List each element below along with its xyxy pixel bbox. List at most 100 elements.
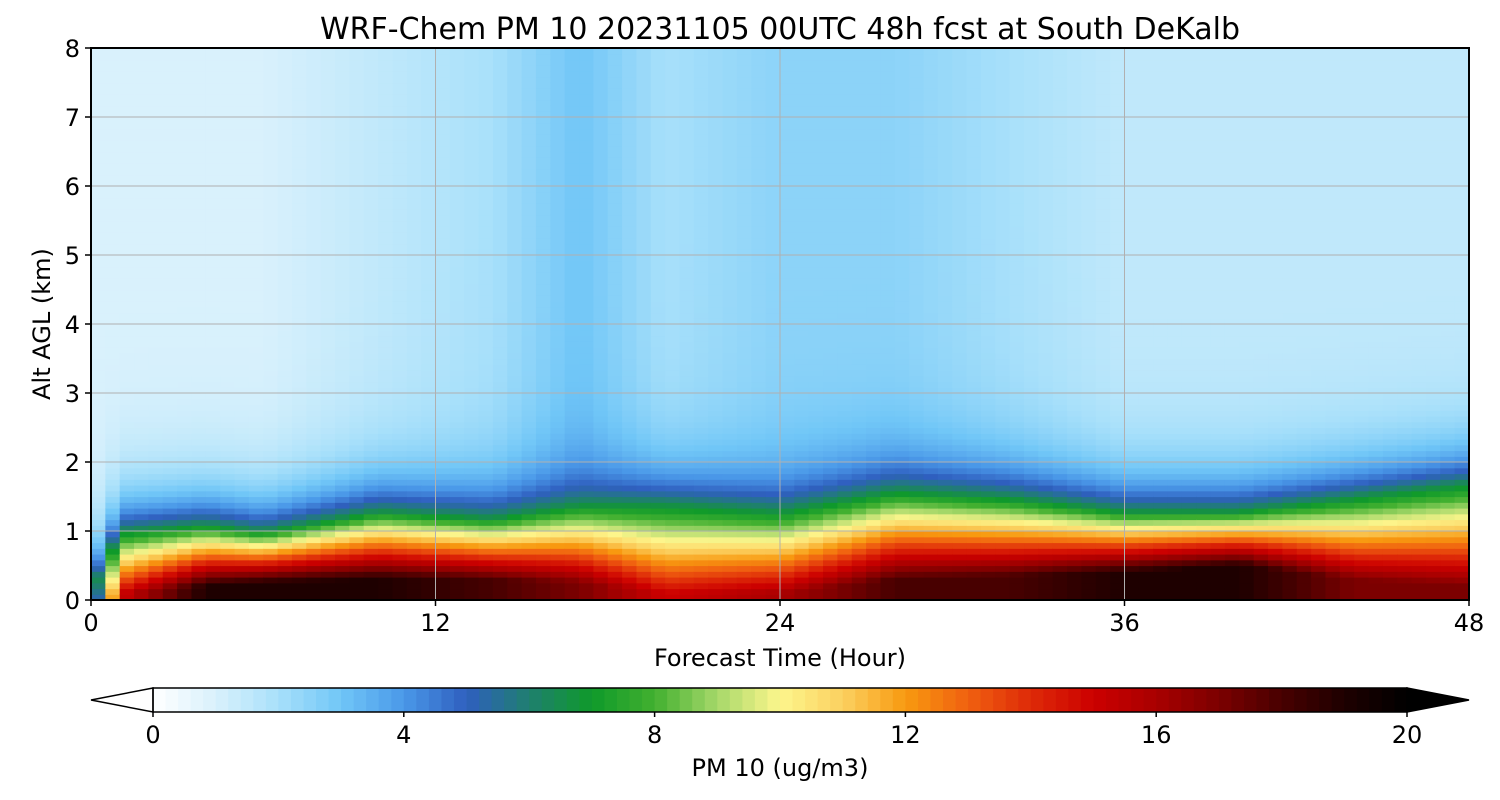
heatmap-cell: [335, 324, 350, 331]
heatmap-cell: [636, 542, 652, 549]
heatmap-cell: [693, 577, 709, 584]
heatmap-cell: [679, 186, 695, 193]
heatmap-cell: [449, 197, 465, 204]
heatmap-cell: [665, 301, 681, 308]
heatmap-cell: [449, 214, 465, 222]
heatmap-cell: [234, 289, 250, 296]
heatmap-cell: [320, 220, 336, 227]
heatmap-cell: [191, 416, 207, 423]
heatmap-cell: [320, 191, 336, 199]
heatmap-cell: [378, 283, 394, 291]
heatmap-cell: [823, 387, 839, 394]
heatmap-cell: [234, 398, 250, 406]
heatmap-cell: [579, 53, 594, 61]
heatmap-cell: [636, 312, 652, 319]
heatmap-cell: [291, 266, 307, 273]
heatmap-cell: [263, 398, 279, 406]
heatmap-cell: [406, 582, 422, 590]
heatmap-cell: [650, 174, 666, 181]
heatmap-cell: [564, 375, 580, 383]
heatmap-cell: [91, 117, 106, 124]
heatmap-cell: [679, 582, 695, 590]
heatmap-cell: [449, 554, 465, 561]
heatmap-cell: [823, 398, 839, 406]
heatmap-cell: [693, 128, 709, 135]
heatmap-cell: [794, 490, 810, 498]
heatmap-cell: [363, 174, 379, 181]
heatmap-cell: [263, 508, 279, 515]
heatmap-cell: [349, 214, 365, 222]
heatmap-cell: [765, 260, 781, 268]
heatmap-cell: [205, 255, 221, 262]
heatmap-cell: [363, 76, 379, 84]
heatmap-cell: [579, 450, 594, 457]
heatmap-cell: [607, 582, 623, 590]
heatmap-cell: [722, 588, 738, 595]
heatmap-cell: [119, 168, 135, 176]
heatmap-cell: [478, 565, 494, 572]
heatmap-cell: [650, 48, 666, 55]
heatmap-cell: [134, 99, 150, 107]
heatmap-cell: [780, 272, 795, 279]
heatmap-cell: [449, 318, 465, 325]
heatmap-cell: [234, 295, 250, 302]
heatmap-cell: [579, 542, 594, 549]
heatmap-cell: [105, 439, 121, 446]
heatmap-cell: [464, 542, 480, 549]
heatmap-cell: [91, 571, 106, 578]
heatmap-cell: [679, 324, 695, 331]
heatmap-cell: [263, 99, 279, 107]
heatmap-cell: [378, 82, 394, 89]
heatmap-cell: [808, 513, 824, 521]
heatmap-cell: [349, 255, 365, 262]
heatmap-cell: [248, 347, 264, 354]
heatmap-cell: [622, 531, 638, 538]
heatmap-cell: [191, 450, 207, 457]
heatmap-cell: [306, 502, 322, 509]
heatmap-cell: [636, 519, 652, 526]
heatmap-cell: [593, 519, 609, 526]
heatmap-cell: [363, 180, 379, 187]
heatmap-cell: [119, 220, 135, 227]
heatmap-cell: [449, 433, 465, 440]
heatmap-cell: [607, 289, 623, 296]
heatmap-cell: [320, 283, 336, 291]
heatmap-cell: [535, 462, 551, 469]
heatmap-cell: [579, 358, 594, 365]
heatmap-cell: [679, 548, 695, 555]
heatmap-cell: [119, 577, 135, 584]
heatmap-cell: [177, 341, 193, 348]
heatmap-cell: [105, 531, 121, 538]
heatmap-cell: [679, 94, 695, 101]
heatmap-cell: [665, 163, 681, 170]
heatmap-cell: [335, 450, 350, 457]
heatmap-cell: [291, 387, 307, 394]
heatmap-cell: [105, 398, 121, 406]
heatmap-cell: [521, 243, 537, 250]
heatmap-cell: [550, 94, 566, 101]
heatmap-cell: [363, 393, 379, 400]
heatmap-cell: [435, 272, 451, 279]
heatmap-cell: [220, 416, 236, 423]
heatmap-cell: [823, 209, 839, 216]
heatmap-cell: [507, 559, 523, 567]
heatmap-cell: [220, 295, 236, 302]
heatmap-cell: [780, 364, 795, 371]
heatmap-cell: [421, 260, 437, 268]
heatmap-cell: [550, 329, 566, 337]
heatmap-cell: [105, 427, 121, 434]
heatmap-cell: [119, 582, 135, 590]
heatmap-cell: [306, 59, 322, 66]
heatmap-cell: [478, 278, 494, 285]
heatmap-cell: [593, 479, 609, 486]
heatmap-cell: [392, 375, 408, 383]
heatmap-cell: [191, 571, 207, 578]
heatmap-cell: [134, 295, 150, 302]
heatmap-cell: [191, 513, 207, 521]
heatmap-cell: [449, 439, 465, 446]
heatmap-cell: [91, 220, 106, 227]
heatmap-cell: [205, 582, 221, 590]
heatmap-cell: [808, 444, 824, 452]
heatmap-cell: [521, 134, 537, 141]
heatmap-cell: [564, 410, 580, 417]
